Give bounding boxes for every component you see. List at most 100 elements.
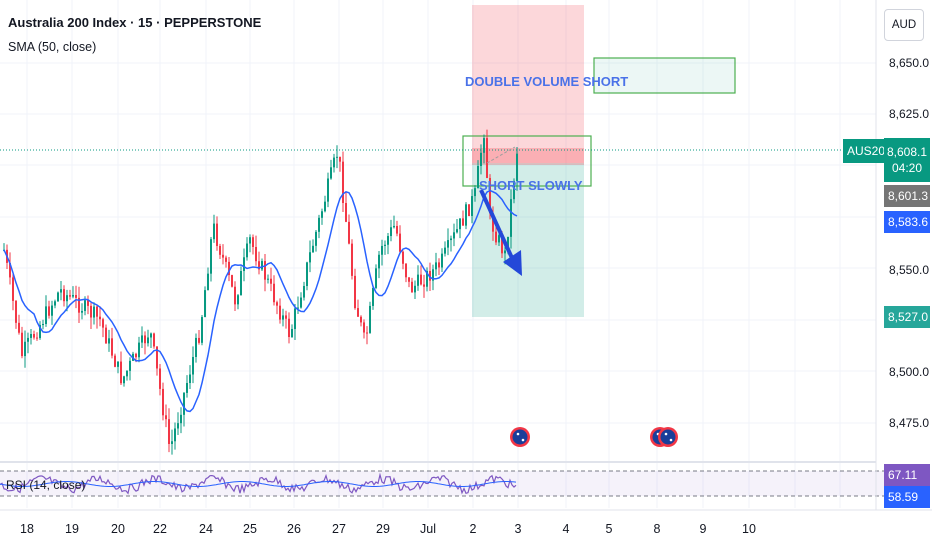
- candle-body: [24, 341, 26, 357]
- candle-body: [372, 287, 374, 306]
- candle-body: [387, 236, 389, 245]
- candle-body: [408, 277, 410, 282]
- candle-body: [438, 262, 440, 268]
- candle-body: [192, 356, 194, 375]
- candle-body: [354, 275, 356, 309]
- candle-body: [501, 235, 503, 254]
- candle-body: [468, 204, 470, 216]
- candle-body: [153, 333, 155, 347]
- candle-body: [33, 334, 35, 338]
- date-tick: 24: [199, 522, 213, 536]
- current-price-tag: 8,608.1 04:20: [884, 138, 930, 182]
- candle-body: [189, 374, 191, 383]
- candle-body: [21, 332, 23, 357]
- candle-body: [447, 240, 449, 248]
- candle-body: [213, 223, 215, 240]
- candle-body: [108, 338, 110, 344]
- candle-body: [492, 213, 494, 232]
- candle-body: [102, 319, 104, 328]
- short-slowly-text[interactable]: SHORT SLOWLY: [479, 178, 583, 193]
- date-tick: 9: [699, 522, 707, 536]
- candle-body: [135, 353, 137, 358]
- candle-body: [432, 269, 434, 281]
- candle-body: [477, 166, 479, 189]
- candle-body: [171, 441, 173, 444]
- candle-body: [168, 419, 170, 444]
- candle-body: [105, 327, 107, 344]
- candle-body: [276, 302, 278, 306]
- rsi-legend[interactable]: RSI (14, close): [6, 478, 86, 492]
- candle-body: [51, 305, 53, 316]
- candle-body: [204, 290, 206, 318]
- rsi-band: [0, 471, 884, 496]
- candle-body: [195, 337, 197, 357]
- candle-body: [264, 261, 266, 280]
- candle-body: [312, 245, 314, 253]
- date-tick: 29: [376, 522, 390, 536]
- candle-body: [396, 225, 398, 234]
- candle-body: [288, 318, 290, 338]
- candle-body: [93, 306, 95, 318]
- candle-body: [240, 271, 242, 296]
- chart-title[interactable]: Australia 200 Index · 15 · PEPPERSTONE: [8, 15, 262, 30]
- candle-body: [231, 275, 233, 287]
- candle-body: [384, 244, 386, 246]
- candle-body: [87, 300, 89, 306]
- candle-body: [9, 262, 11, 278]
- stop-loss-zone: [472, 5, 584, 163]
- candle-body: [375, 268, 377, 288]
- candle-body: [237, 295, 239, 305]
- candle-body: [483, 138, 485, 153]
- candle-body: [27, 337, 29, 342]
- double-volume-short-text[interactable]: DOUBLE VOLUME SHORT: [465, 74, 629, 89]
- candle-body: [174, 428, 176, 442]
- entry-band: [472, 148, 584, 165]
- candle-body: [462, 218, 464, 226]
- candle-body: [150, 333, 152, 338]
- candle-body: [453, 232, 455, 239]
- candle-body: [177, 423, 179, 429]
- candle-body: [414, 285, 416, 293]
- candle-body: [99, 316, 101, 320]
- candle-body: [513, 180, 515, 200]
- candle-body: [123, 376, 125, 384]
- date-tick: 27: [332, 522, 346, 536]
- short-arrow: [479, 189, 514, 259]
- candle-body: [402, 251, 404, 264]
- candle-body: [159, 368, 161, 389]
- candle-body: [96, 306, 98, 317]
- candle-body: [120, 361, 122, 384]
- candle-body: [366, 332, 368, 334]
- candle-body: [165, 415, 167, 420]
- candle-body: [147, 337, 149, 344]
- candle-body: [420, 274, 422, 285]
- flag-au-icon: [660, 429, 676, 445]
- date-tick: 26: [287, 522, 301, 536]
- candle-body: [306, 262, 308, 286]
- candle-body: [111, 338, 113, 356]
- sma-legend[interactable]: SMA (50, close): [8, 40, 97, 54]
- sma-price-tag: 8,601.3: [884, 185, 930, 207]
- date-tick: 5: [605, 522, 613, 536]
- candle-body: [42, 323, 44, 326]
- candle-body: [489, 177, 491, 214]
- candle-body: [210, 239, 212, 274]
- candle-body: [198, 337, 200, 343]
- flag-star: [669, 438, 673, 442]
- candle-body: [243, 257, 245, 272]
- candle-body: [279, 305, 281, 320]
- currency-button[interactable]: AUD: [884, 9, 924, 41]
- candle-body: [138, 342, 140, 358]
- date-tick: 4: [562, 522, 570, 536]
- candle-body: [486, 138, 488, 178]
- candle-body: [75, 295, 77, 298]
- candle-body: [30, 334, 32, 338]
- candle-body: [357, 308, 359, 317]
- candle-body: [399, 233, 401, 252]
- candle-body: [45, 306, 47, 324]
- candle-body: [369, 305, 371, 333]
- candle-body: [36, 337, 38, 339]
- candle-body: [225, 257, 227, 262]
- bar-countdown: 04:20: [891, 161, 923, 175]
